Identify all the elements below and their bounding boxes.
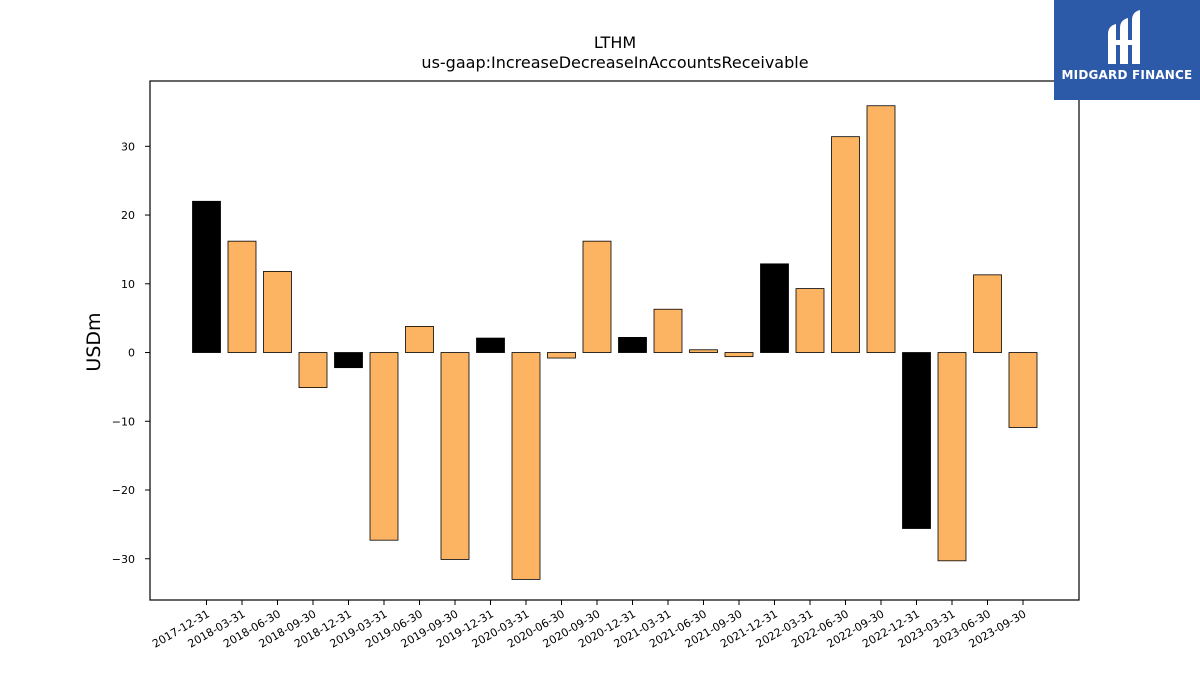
bar-2020-06-30 [547,352,576,359]
y-tick-label: 10 [121,278,135,291]
bar-2018-03-31 [227,240,257,353]
bar-2020-09-30 [582,240,612,353]
bar-2021-09-30 [724,352,754,358]
y-tick-label: −10 [112,415,135,428]
bar-2021-03-31 [653,308,683,353]
bar-2022-09-30 [866,105,896,353]
bars-group [192,105,1038,580]
y-axis-label: USDm [83,312,105,371]
bar-2023-09-30 [1008,352,1038,428]
bar-2019-09-30 [440,352,470,560]
bar-2023-06-30 [973,274,1002,353]
y-tick-label: 20 [121,209,135,222]
y-tick-label: −20 [112,484,135,497]
bar-2020-12-31 [618,337,647,353]
plot-frame [149,80,1080,601]
bar-2019-06-30 [405,326,434,353]
bar-2019-12-31 [476,337,505,353]
bar-2023-03-31 [937,352,967,562]
bar-2022-12-31 [902,352,931,529]
chart-subtitle: us-gaap:IncreaseDecreaseInAccountsReceiv… [421,53,808,72]
brand-logo: MIDGARD FINANCE [1054,0,1200,100]
bar-2017-12-31 [192,200,221,353]
logo-text: MIDGARD FINANCE [1061,68,1193,82]
y-tick-label: −30 [112,553,135,566]
bar-2021-06-30 [689,349,718,353]
bar-2021-12-31 [760,263,789,353]
bar-2022-03-31 [795,288,825,353]
bar-2020-03-31 [511,352,541,580]
bar-2022-06-30 [831,136,860,353]
chart-title: LTHM [594,33,636,52]
x-axis-ticks: 2017-12-312018-03-312018-06-302018-09-30… [150,600,1029,651]
bar-2019-03-31 [369,352,399,541]
y-tick-label: 30 [121,140,135,153]
y-tick-label: 0 [128,347,135,360]
bar-2018-06-30 [263,271,292,353]
bar-2018-12-31 [334,352,363,369]
y-axis-ticks: −30 −20 −10 0 10 20 30 [112,140,150,566]
bar-2018-09-30 [298,352,328,388]
logo-mark-icon [1108,10,1140,64]
